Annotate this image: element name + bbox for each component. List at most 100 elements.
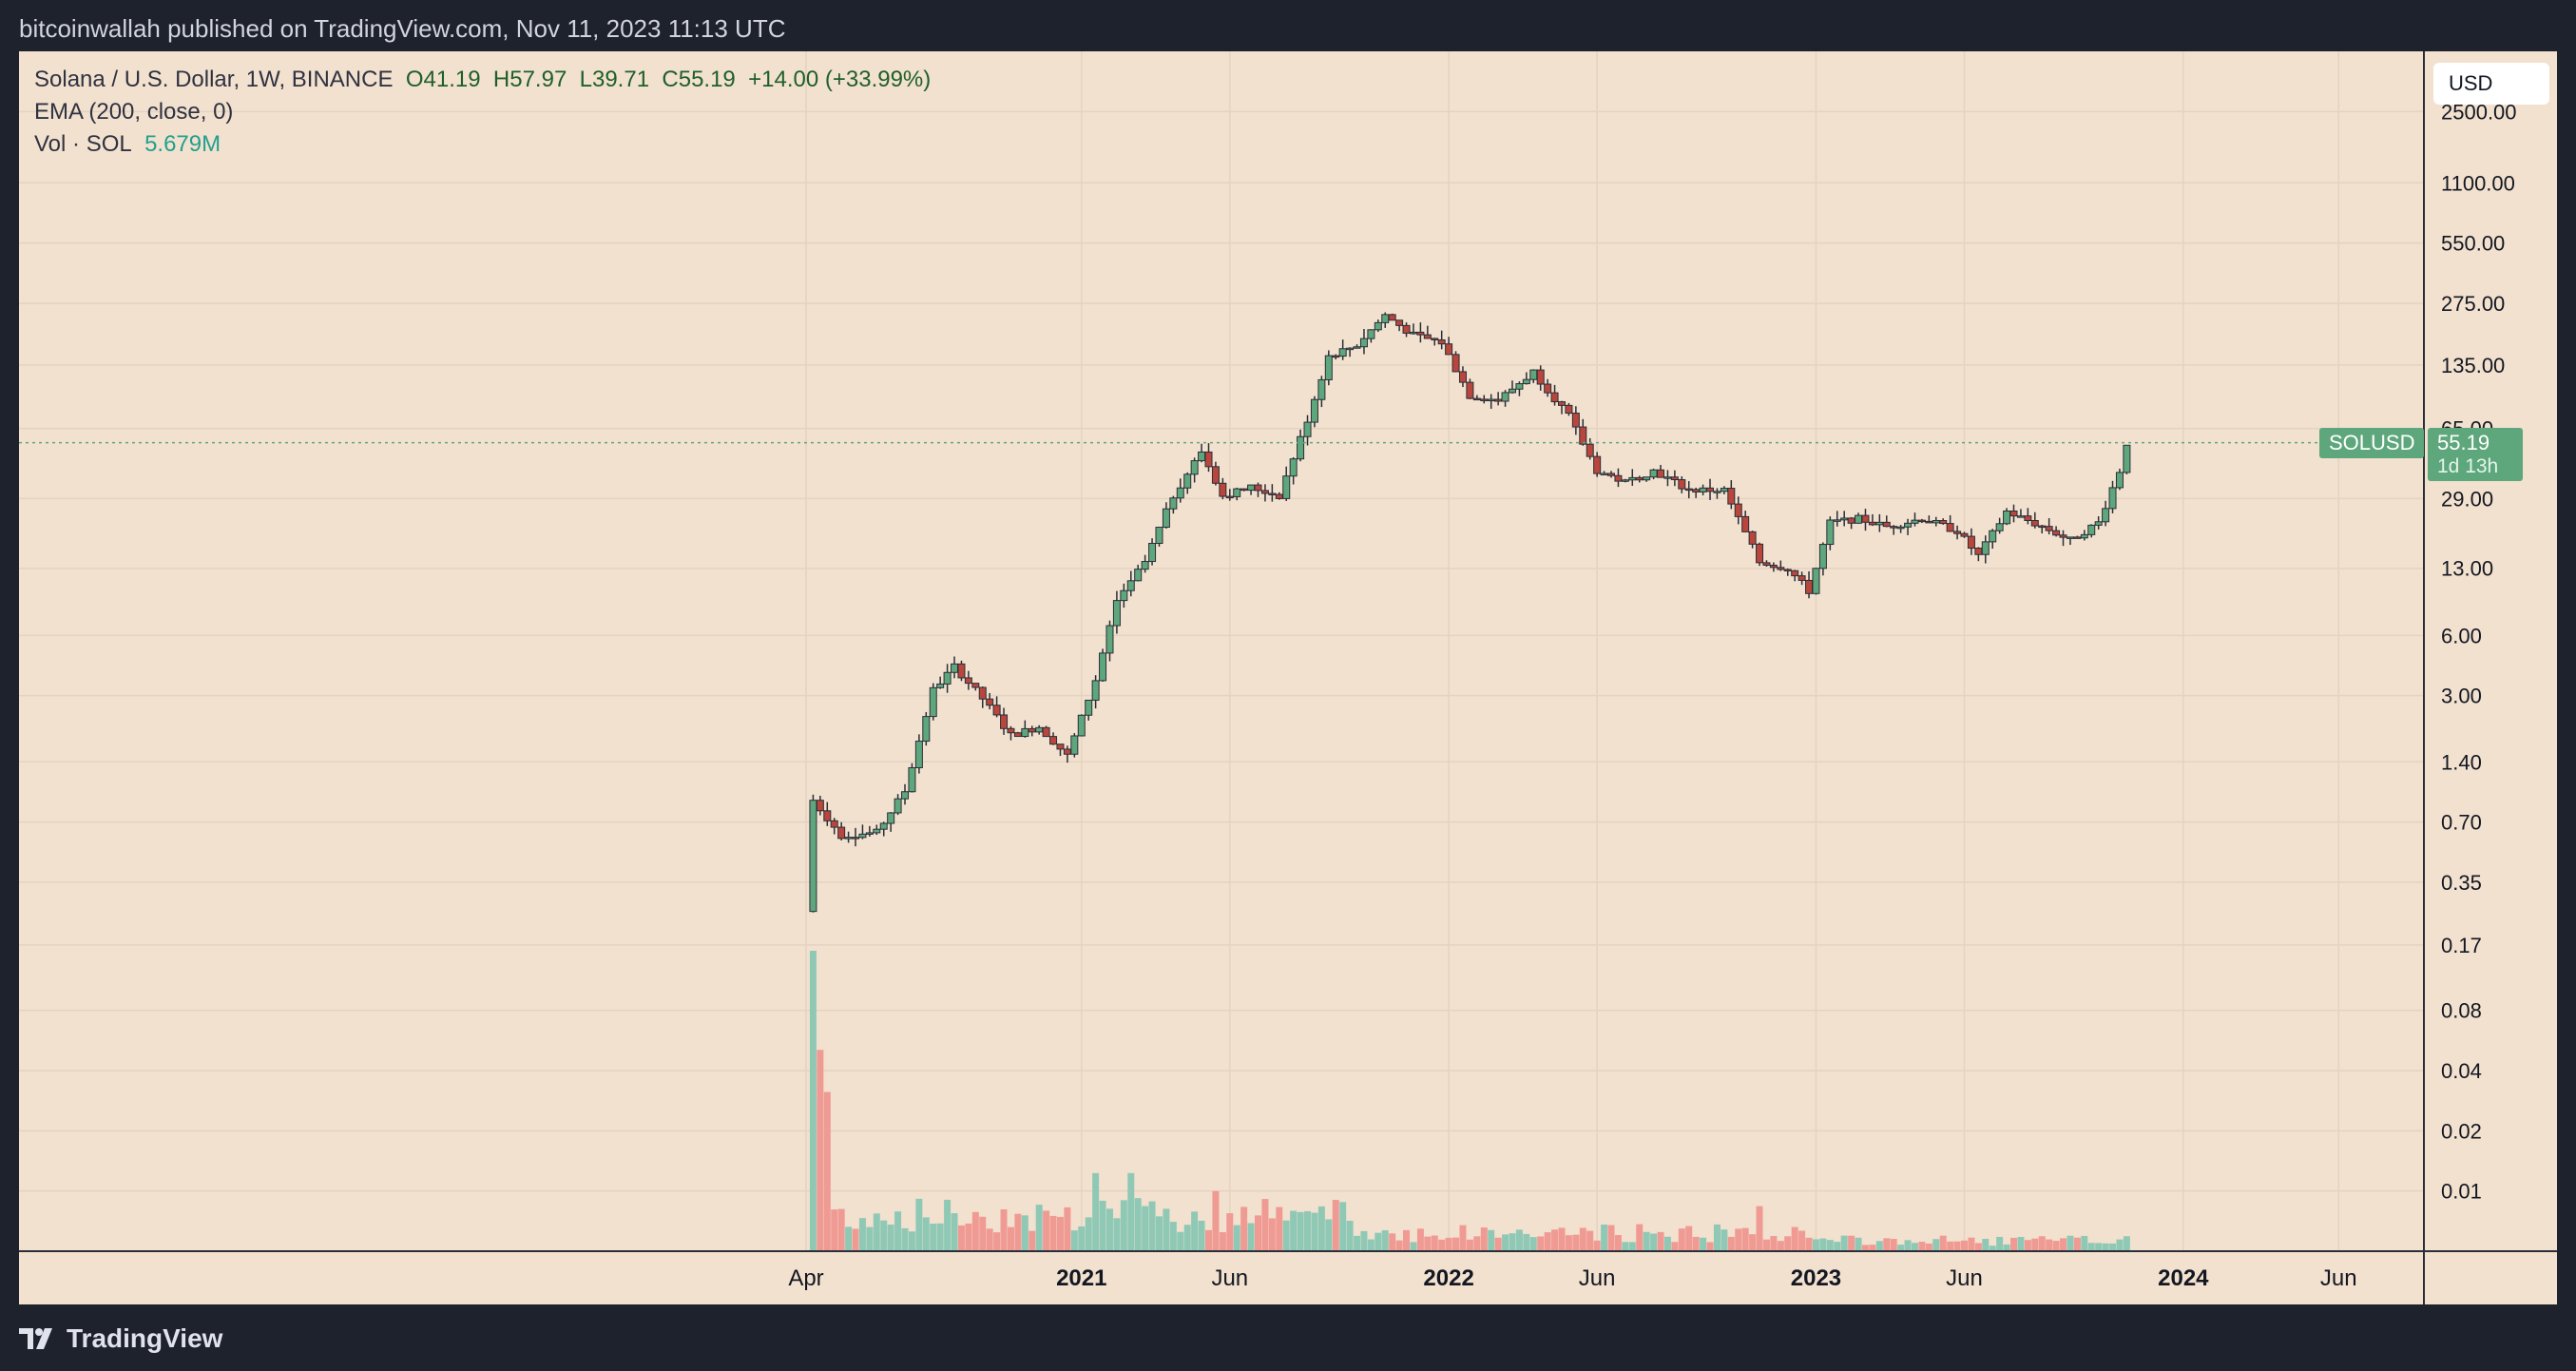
- candle-body: [2102, 508, 2110, 523]
- bar-countdown: 1d 13h: [2437, 454, 2499, 477]
- candle-body: [1544, 383, 1552, 394]
- candle-body: [852, 837, 860, 840]
- legend-symbol[interactable]: Solana / U.S. Dollar, 1W, BINANCE: [34, 67, 394, 92]
- candle-body: [1557, 401, 1566, 406]
- volume-bar: [1395, 1240, 1403, 1251]
- volume-bar: [1692, 1236, 1700, 1251]
- candle-body: [887, 812, 895, 824]
- price-tick-label: 6.00: [2441, 624, 2482, 647]
- candle-body: [1289, 458, 1298, 477]
- volume-bar: [1579, 1227, 1586, 1251]
- volume-bar: [1601, 1224, 1608, 1251]
- volume-bar: [944, 1199, 952, 1251]
- candle-body: [922, 716, 931, 743]
- candle-body: [908, 766, 916, 793]
- currency-button[interactable]: USD: [2433, 63, 2549, 105]
- volume-bar: [1904, 1240, 1912, 1251]
- volume-bar: [1671, 1242, 1679, 1251]
- candle-body: [2030, 520, 2039, 527]
- candle-body: [1049, 736, 1058, 745]
- candle-body: [1643, 476, 1651, 481]
- volume-bar: [1628, 1242, 1636, 1251]
- volume-bar: [1509, 1233, 1516, 1251]
- volume-bar: [1127, 1172, 1135, 1251]
- volume-bar: [1354, 1235, 1361, 1251]
- volume-bar: [1438, 1239, 1446, 1251]
- candle-body: [1797, 575, 1806, 581]
- candle-body: [1198, 451, 1206, 462]
- volume-bar: [1240, 1207, 1248, 1251]
- candle-body: [1536, 369, 1545, 385]
- candle-body: [1070, 735, 1079, 755]
- candle-body: [2123, 444, 2131, 473]
- time-axis[interactable]: Apr 2021 Jun 2022 Jun 2023 Jun 2024 Jun: [788, 1265, 2356, 1291]
- legend-volume-value: 5.679M: [144, 131, 221, 157]
- volume-bar: [1021, 1215, 1028, 1251]
- volume-bar: [1148, 1201, 1156, 1251]
- volume-bar: [2060, 1238, 2067, 1251]
- candle-body: [1953, 531, 1962, 534]
- candle-body: [1515, 383, 1524, 390]
- candle-body: [1967, 535, 1975, 550]
- volume-bar: [1784, 1236, 1792, 1251]
- candle-body: [1550, 392, 1559, 403]
- volume-bar: [1403, 1229, 1411, 1251]
- volume-bar: [1953, 1241, 1961, 1251]
- volume-bar: [1855, 1237, 1862, 1251]
- volume-bar: [1226, 1213, 1234, 1251]
- candle-body: [1501, 392, 1509, 402]
- candle-body: [1734, 503, 1742, 517]
- candle-body: [1818, 544, 1827, 570]
- candle-body: [1359, 338, 1368, 348]
- volume-bar: [1480, 1227, 1488, 1251]
- candle-body: [914, 741, 923, 768]
- candle-body: [951, 663, 959, 673]
- candle-body: [1000, 714, 1009, 729]
- candle-body: [1812, 568, 1820, 594]
- time-tick-label: 2024: [2158, 1265, 2209, 1291]
- candle-body: [936, 683, 945, 688]
- volume-bar: [915, 1198, 923, 1251]
- volume-bar: [1007, 1226, 1014, 1251]
- candle-body: [1155, 527, 1163, 545]
- candle-body: [2038, 525, 2047, 529]
- candle-body: [1890, 526, 1898, 529]
- volume-bar: [1897, 1245, 1905, 1251]
- volume-bar: [1268, 1218, 1276, 1251]
- tradingview-logo[interactable]: TradingView: [19, 1323, 222, 1354]
- last-price-value: 55.19: [2437, 430, 2490, 454]
- volume-bar: [1848, 1235, 1855, 1251]
- volume-bar: [951, 1213, 958, 1251]
- volume-bar: [2003, 1244, 2010, 1251]
- volume-bar: [1014, 1213, 1022, 1251]
- candle-body: [1946, 523, 1954, 532]
- volume-bar: [1721, 1229, 1728, 1251]
- candle-body: [1458, 371, 1467, 383]
- price-tick-label: 550.00: [2441, 232, 2505, 256]
- candle-body: [1720, 488, 1728, 492]
- volume-bar: [1105, 1208, 1113, 1251]
- volume-bar: [1925, 1243, 1932, 1251]
- candle-body: [2045, 526, 2053, 531]
- volume-bar: [2081, 1235, 2088, 1251]
- candle-body: [2087, 524, 2096, 535]
- volume-bar: [1290, 1210, 1298, 1251]
- volume-bar: [1163, 1208, 1170, 1251]
- candle-body: [1875, 521, 1884, 526]
- candle-body: [2059, 534, 2067, 538]
- legend-volume-label[interactable]: Vol · SOL: [34, 131, 132, 157]
- volume-bar: [1297, 1211, 1304, 1251]
- volume-bar: [1035, 1205, 1043, 1251]
- volume-bar: [1445, 1237, 1452, 1251]
- legend-ema[interactable]: EMA (200, close, 0): [34, 99, 234, 125]
- volume-bar: [2038, 1236, 2046, 1251]
- candle-body: [1466, 381, 1474, 399]
- volume-bar: [1777, 1241, 1784, 1251]
- candle-body: [1529, 369, 1538, 380]
- volume-bar: [1762, 1239, 1770, 1251]
- time-tick-label: Jun: [1211, 1265, 1248, 1291]
- volume-bar: [1494, 1237, 1502, 1251]
- candle-body: [1904, 522, 1913, 528]
- volume-bar: [1770, 1236, 1778, 1251]
